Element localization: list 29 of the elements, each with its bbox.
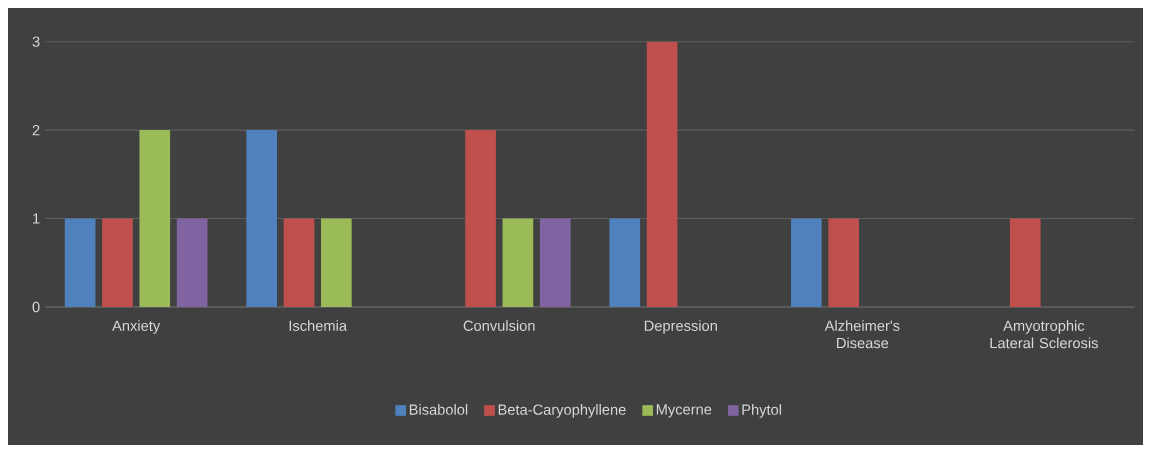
- x-tick-label: Alzheimer's Disease: [824, 320, 900, 349]
- bar: [502, 218, 534, 307]
- bar: [176, 218, 208, 307]
- bar: [321, 218, 352, 307]
- x-tick-label: Anxiety: [112, 320, 161, 334]
- x-tick-label: Depression: [644, 320, 717, 334]
- legend-label: Phytol: [742, 404, 782, 418]
- bar: [828, 218, 860, 307]
- y-tick-label: 2: [32, 125, 40, 136]
- legend-label: Beta-Caryophyllene: [498, 404, 626, 418]
- bar: [102, 218, 133, 307]
- bar: [539, 218, 571, 307]
- bar: [791, 218, 822, 307]
- legend-label: Mycerne: [656, 404, 712, 418]
- y-tick-label: 0: [32, 301, 40, 313]
- bar: [646, 41, 678, 307]
- x-tick-label: Amyotrophic Lateral Sclerosis: [990, 320, 1098, 349]
- x-tick-label: Convulsion: [463, 320, 535, 331]
- y-tick-label: 3: [32, 36, 40, 47]
- bar: [139, 130, 171, 307]
- bar: [283, 218, 315, 307]
- legend-label: Bisabolol: [409, 404, 468, 415]
- bar: [246, 130, 278, 307]
- x-tick-label: Ischemia: [289, 320, 348, 331]
- bar: [1009, 218, 1041, 307]
- y-tick-label: 1: [33, 213, 40, 224]
- bar: [609, 218, 641, 307]
- bar: [465, 130, 496, 307]
- bar: [64, 218, 96, 307]
